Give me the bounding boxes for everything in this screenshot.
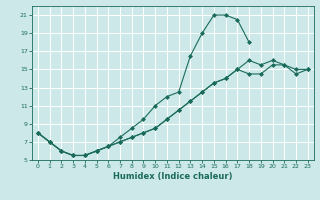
X-axis label: Humidex (Indice chaleur): Humidex (Indice chaleur) (113, 172, 233, 181)
